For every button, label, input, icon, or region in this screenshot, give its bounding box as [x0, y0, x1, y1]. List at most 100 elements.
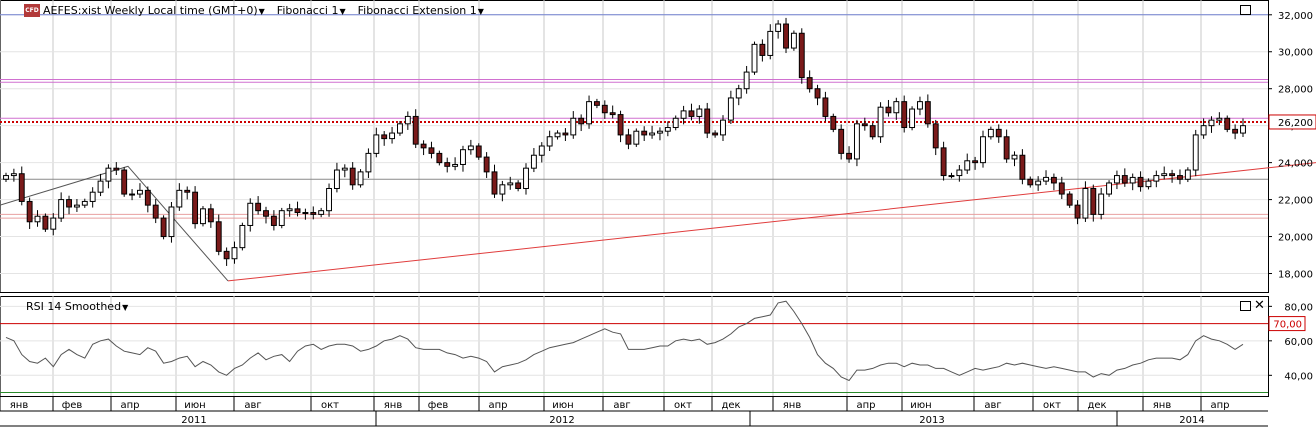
candle-body [310, 212, 317, 215]
month-label: апр [1210, 400, 1229, 411]
candle-body [617, 114, 624, 136]
candle-body [1113, 175, 1120, 184]
candle-body [601, 104, 608, 114]
month-label: фев [428, 400, 449, 411]
month-label: апр [488, 400, 507, 411]
candle-body [50, 217, 57, 230]
month-label: апр [120, 400, 139, 411]
rsi-indicator-menu[interactable]: RSI 14 Smoothed▼ [26, 300, 128, 313]
candle-body [1082, 188, 1089, 219]
candle-body [680, 110, 687, 119]
candle-body [223, 250, 230, 260]
candle-body [302, 212, 309, 215]
candle-body [318, 210, 325, 215]
candle-body [1106, 182, 1112, 195]
candle-body [467, 145, 474, 151]
fibonacci-extension-menu[interactable]: Fibonacci Extension 1▼ [358, 4, 484, 17]
candle-body [814, 88, 821, 99]
price-panel-maximize-icon[interactable] [1240, 5, 1251, 15]
candle-body [412, 115, 419, 145]
candle-body [704, 108, 711, 134]
candle-body [247, 202, 254, 226]
candle-body [1019, 154, 1026, 180]
candle-body [877, 106, 884, 138]
current-price-box [1268, 114, 1316, 130]
price-axis-label: 20,000 [1278, 233, 1313, 244]
candle-body [806, 77, 813, 90]
candle-body [89, 191, 96, 202]
month-label: июн [552, 400, 573, 411]
candle-body [1184, 169, 1191, 180]
candle-body [129, 193, 136, 196]
candle-body [286, 208, 293, 212]
candle-body [767, 30, 774, 56]
candle-body [349, 167, 356, 186]
candle-body [562, 132, 569, 136]
candle-body [1066, 193, 1073, 206]
candle-body [294, 208, 301, 214]
candle-body [3, 175, 9, 180]
candle-body [948, 175, 955, 178]
candle-body [1200, 125, 1207, 136]
candle-body [428, 147, 435, 154]
year-label: 2012 [549, 415, 574, 426]
candle-body [381, 134, 388, 140]
candle-body [1240, 125, 1246, 134]
month-label: окт [321, 400, 339, 411]
month-label: янв [384, 400, 403, 411]
fibonacci-extension-dropdown-icon: ▼ [477, 6, 484, 16]
rsi-axis-label: 60,00 [1284, 337, 1313, 348]
candle-body [861, 123, 868, 127]
instrument-selector[interactable]: AEFES:xist Weekly Local time (GMT+0)▼ [43, 4, 265, 17]
fibonacci-indicator-menu[interactable]: Fibonacci 1▼ [277, 4, 346, 17]
candle-body [58, 199, 65, 219]
month-label: янв [1153, 400, 1172, 411]
candle-body [152, 204, 159, 219]
rsi-upper-level-box [1268, 316, 1306, 332]
price-axis-label: 32,000 [1278, 11, 1313, 22]
candle-body [1043, 176, 1049, 182]
year-label: 2014 [1179, 415, 1204, 426]
candle-body [885, 106, 892, 114]
month-label: апр [856, 400, 875, 411]
price-axis-label: 30,000 [1278, 48, 1313, 59]
candle-body [538, 145, 545, 156]
candle-body [18, 173, 25, 202]
candle-body [389, 132, 396, 140]
candle-body [105, 167, 112, 182]
candle-body [278, 210, 285, 226]
candle-body [81, 200, 88, 206]
month-label: авг [984, 400, 1001, 411]
rsi-panel-close-icon[interactable]: ✕ [1254, 298, 1265, 313]
candle-body [200, 208, 206, 225]
instrument-label: AEFES:xist Weekly Local time (GMT+0) [43, 3, 258, 17]
candle-body [357, 171, 364, 186]
candle-body [578, 117, 585, 125]
candle-body [641, 130, 648, 136]
candle-body [192, 191, 199, 225]
month-label: авг [613, 400, 630, 411]
month-label: окт [1043, 400, 1061, 411]
candle-body [696, 108, 703, 117]
month-label: дек [1087, 400, 1106, 411]
candle-body [1145, 180, 1152, 188]
candle-body [444, 162, 451, 167]
chart-header: CFD AEFES:xist Weekly Local time (GMT+0)… [0, 0, 496, 20]
candle-body [436, 152, 443, 164]
candle-body [688, 110, 695, 117]
candle-body [775, 23, 782, 32]
fibonacci-dropdown-icon: ▼ [339, 6, 346, 16]
cfd-badge: CFD [24, 3, 40, 17]
candle-body [1224, 117, 1231, 130]
candle-body [530, 154, 537, 169]
candle-body [26, 200, 33, 223]
rsi-axis-label: 40,00 [1284, 371, 1313, 382]
candle-body [995, 128, 1002, 138]
candle-body [972, 160, 979, 164]
candle-body [712, 132, 719, 136]
trendline [227, 162, 1316, 282]
rsi-panel-maximize-icon[interactable] [1240, 301, 1251, 311]
month-label: янв [10, 400, 29, 411]
